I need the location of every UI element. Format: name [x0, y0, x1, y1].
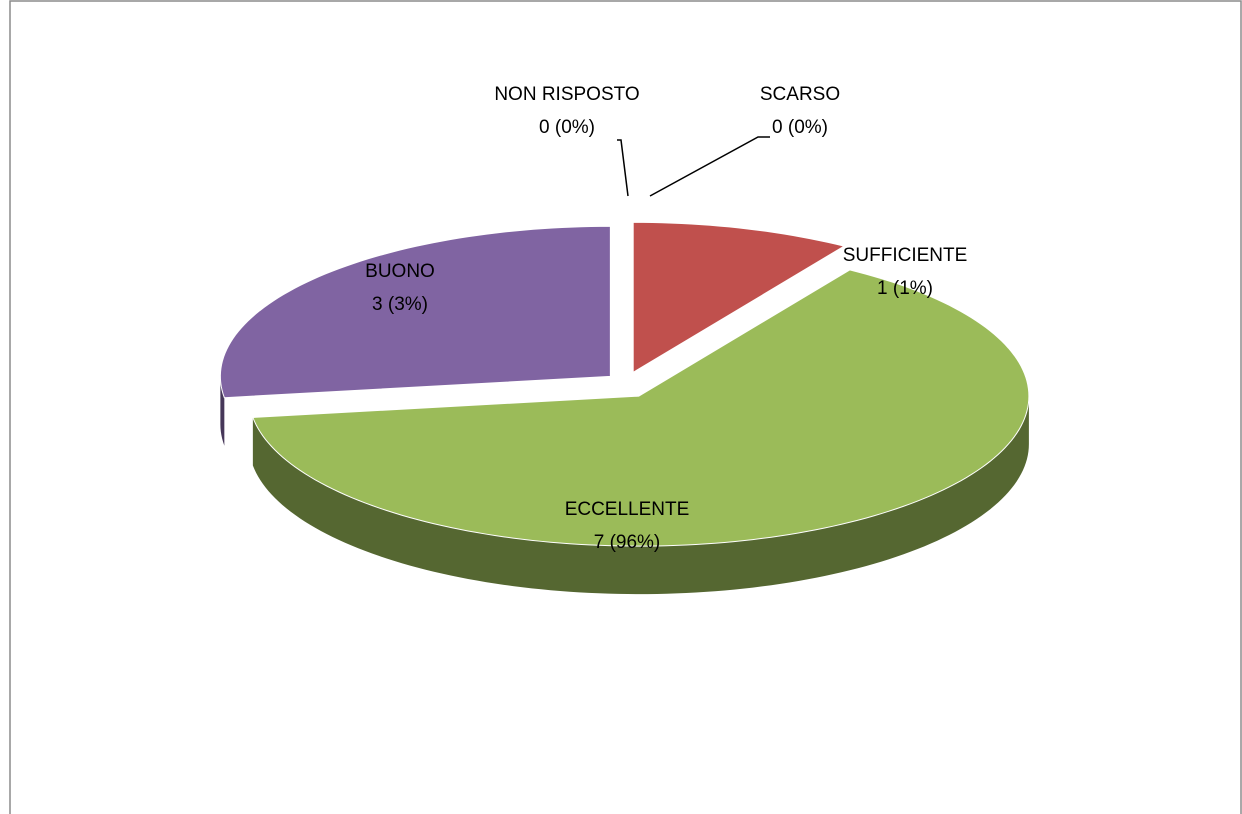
- slice-value-label: 0 (0%): [539, 117, 595, 138]
- leader-line: [649, 136, 770, 197]
- leader-line: [617, 139, 629, 197]
- slice: [219, 225, 611, 399]
- data-labels: NON RISPOSTO 0 (0%) SCARSO 0 (0%) SUFFICIENT…: [365, 84, 967, 553]
- slice-side: [220, 376, 225, 446]
- chart-frame: [9, 0, 1242, 814]
- slice-value-label: 3 (3%): [372, 294, 428, 315]
- pie-tops: [219, 221, 1030, 547]
- slice-label: ECCELLENTE: [565, 499, 690, 520]
- slice: [252, 269, 1030, 547]
- slice-label: NON RISPOSTO: [494, 84, 639, 105]
- slice-label: SCARSO: [760, 84, 840, 105]
- slice-value-label: 7 (96%): [594, 532, 661, 553]
- slice: [632, 221, 846, 374]
- slice-label: SUFFICIENTE: [843, 245, 968, 266]
- pie-sides: [220, 376, 1029, 595]
- slice-side: [252, 396, 1029, 595]
- slice-label: BUONO: [365, 261, 435, 282]
- slice-value-label: 0 (0%): [772, 117, 828, 138]
- slice-value-label: 1 (1%): [877, 278, 933, 299]
